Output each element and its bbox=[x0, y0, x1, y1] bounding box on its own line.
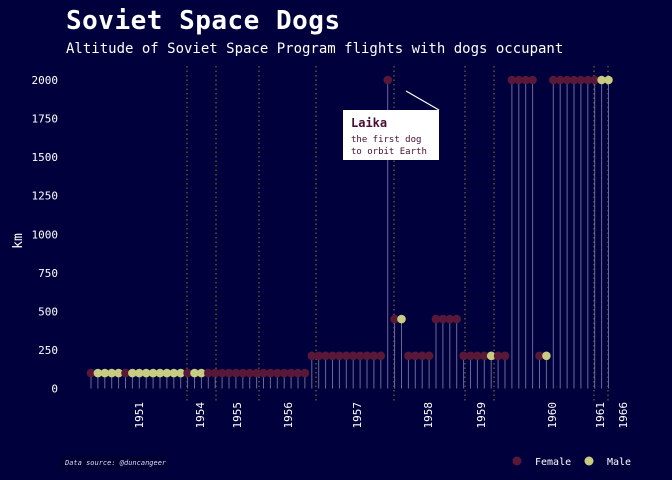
legend-male-swatch bbox=[585, 457, 594, 466]
y-tick-label-1250: 1250 bbox=[32, 190, 59, 203]
x-tick-label-1959: 1959 bbox=[475, 402, 488, 429]
x-tick-label-1960: 1960 bbox=[546, 402, 559, 429]
female-point-53 bbox=[452, 315, 461, 324]
male-point-66 bbox=[542, 351, 551, 360]
y-tick-label-750: 750 bbox=[38, 267, 58, 280]
y-tick-label-250: 250 bbox=[38, 344, 58, 357]
legend-female-label: Female bbox=[535, 457, 571, 468]
caption-text: Data source: @duncangeer bbox=[64, 459, 167, 467]
y-axis: 0 250 500 750 1000 1250 1500 1750 2000 bbox=[32, 74, 59, 396]
annotation-line-2: to orbit Earth bbox=[351, 147, 427, 157]
x-tick-label-1957: 1957 bbox=[351, 402, 364, 429]
annotation-title: Laika bbox=[351, 116, 387, 130]
annotation-connector bbox=[406, 91, 439, 110]
y-axis-label: km bbox=[11, 233, 26, 249]
x-tick-label-1954: 1954 bbox=[194, 402, 207, 429]
female-point-64 bbox=[528, 76, 537, 85]
caption: Data source: @duncangeer bbox=[60, 456, 167, 469]
x-tick-label-1966: 1966 bbox=[617, 402, 630, 429]
female-point-49 bbox=[425, 351, 434, 360]
y-tick-label-1500: 1500 bbox=[32, 151, 59, 164]
y-tick-label-500: 500 bbox=[38, 305, 58, 318]
legend-female-swatch bbox=[513, 457, 522, 466]
x-tick-label-1956: 1956 bbox=[282, 402, 295, 429]
male-point-45 bbox=[397, 315, 406, 324]
female-point-43 bbox=[383, 76, 392, 85]
legend-male-label: Male bbox=[607, 457, 631, 468]
laika-annotation: Laika the first dog to orbit Earth bbox=[343, 91, 439, 160]
female-point-60 bbox=[501, 351, 510, 360]
female-point-31 bbox=[301, 369, 310, 378]
legend: Female Male bbox=[513, 457, 632, 469]
y-tick-label-0: 0 bbox=[51, 383, 58, 396]
y-tick-label-1000: 1000 bbox=[32, 228, 59, 241]
y-tick-label-1750: 1750 bbox=[32, 113, 59, 126]
y-tick-label-2000: 2000 bbox=[32, 74, 59, 87]
female-point-42 bbox=[377, 351, 386, 360]
x-tick-label-1951: 1951 bbox=[133, 402, 146, 429]
x-axis: 1951 1954 1955 1956 1957 1958 1959 1960 1961 1966 bbox=[133, 402, 630, 429]
male-point-75 bbox=[604, 76, 613, 85]
x-tick-label-1958: 1958 bbox=[422, 402, 435, 429]
x-tick-label-1961: 1961 bbox=[594, 402, 607, 429]
annotation-line-1: the first dog bbox=[351, 135, 421, 145]
x-tick-label-1955: 1955 bbox=[231, 402, 244, 429]
